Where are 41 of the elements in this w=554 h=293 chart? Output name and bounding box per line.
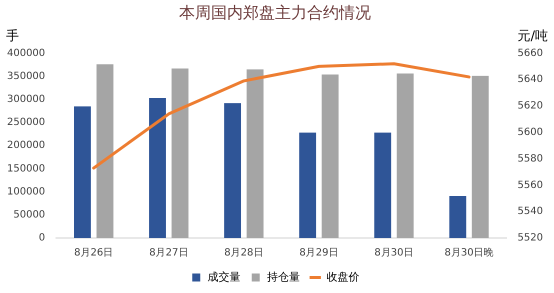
- bar: [224, 103, 242, 238]
- bar: [299, 132, 316, 238]
- y2-tick-label: 5600: [518, 126, 544, 138]
- y-tick-label: 350000: [6, 70, 46, 82]
- bar: [396, 74, 414, 238]
- y-axis-title: 手: [6, 29, 19, 44]
- y-tick-label: 0: [38, 232, 46, 244]
- bar: [149, 98, 166, 238]
- bar: [96, 64, 114, 238]
- x-tick-label: 8月28日: [224, 248, 264, 259]
- x-tick-label: 8月30日: [374, 248, 414, 259]
- x-tick-label: 8月27日: [149, 248, 188, 259]
- y-tick-label: 250000: [6, 117, 46, 128]
- y2-tick-label: 5560: [518, 180, 544, 191]
- bar: [74, 106, 91, 238]
- y2-tick-label: 5620: [518, 100, 544, 112]
- y-tick-label: 50000: [13, 209, 46, 220]
- y2-tick-label: 5520: [518, 232, 544, 244]
- y-tick-label: 200000: [6, 140, 46, 152]
- y-tick-label: 400000: [6, 48, 46, 59]
- y2-tick-label: 5580: [518, 153, 544, 164]
- x-tick-label: 8月29日: [299, 248, 338, 259]
- legend-label: 持仓量: [266, 270, 300, 284]
- chart-title: 本周国内郑盘主力合约情况: [179, 2, 371, 22]
- bar: [472, 76, 489, 238]
- y-tick-label: 150000: [6, 163, 46, 174]
- bar: [172, 68, 188, 238]
- y-tick-label: 100000: [6, 186, 46, 198]
- bar: [449, 196, 466, 238]
- y2-tick-label: 5540: [518, 206, 544, 218]
- x-tick-label: 8月26日: [74, 248, 114, 259]
- y2-tick-label: 5660: [518, 48, 544, 59]
- legend-label: 收盘价: [326, 270, 360, 284]
- y2-tick-label: 5640: [518, 74, 544, 86]
- y-tick-label: 300000: [6, 94, 46, 105]
- bar: [322, 74, 339, 238]
- bar: [246, 69, 264, 238]
- y2-axis-title: 元/吨: [518, 29, 548, 44]
- bar: [374, 132, 392, 238]
- legend-label: 成交量: [207, 270, 240, 284]
- x-tick-label: 8月30日晚: [444, 246, 494, 259]
